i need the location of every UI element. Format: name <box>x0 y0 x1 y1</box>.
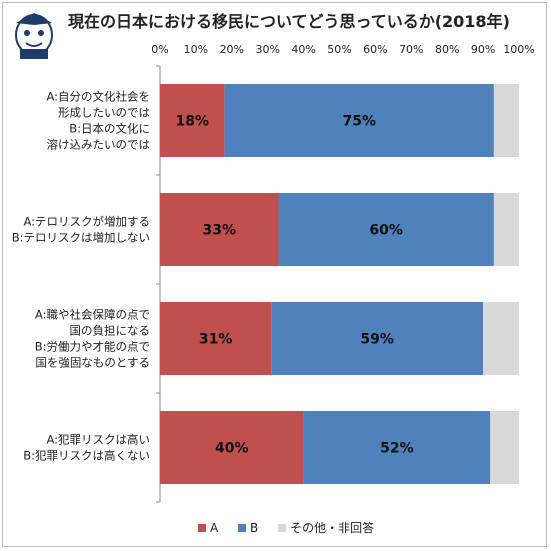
bar-segment-b <box>278 193 494 266</box>
category-label: A:テロリスクが増加する <box>23 215 150 229</box>
bar-segment-a <box>160 193 279 266</box>
chart-title: 現在の日本における移民についてどう思っているか(2018年) <box>68 12 510 31</box>
bar-segment-other <box>493 84 519 157</box>
data-label: 60% <box>369 223 403 239</box>
legend-swatch-b <box>238 523 247 532</box>
x-tick-label: 60% <box>363 43 387 56</box>
mascot-icon <box>6 5 62 65</box>
category-label: A:自分の文化社会を <box>46 90 150 104</box>
x-tick-label: 50% <box>327 43 351 56</box>
category-label: 国の負担になる <box>70 324 151 338</box>
category-label: B:犯罪リスクは高くない <box>23 449 150 463</box>
legend-item-b: B <box>238 521 258 535</box>
bar-segment-a <box>160 411 304 484</box>
legend-item-a: A <box>198 521 218 535</box>
x-tick-label: 10% <box>184 43 208 56</box>
data-label: 75% <box>342 114 376 130</box>
x-tick-label: 20% <box>220 43 244 56</box>
data-label: 40% <box>215 441 249 457</box>
category-label: B:日本の文化に <box>69 122 150 136</box>
x-tick-label: 40% <box>291 43 315 56</box>
category-label: B:労働力や才能の点で <box>35 340 150 354</box>
bar-segment-a <box>160 302 272 375</box>
category-label: 国を強固なものとする <box>35 356 150 370</box>
legend-label-other: その他・非回答 <box>290 521 375 535</box>
legend-swatch-a <box>198 523 206 532</box>
legend-swatch-other <box>278 523 287 532</box>
x-tick-label: 100% <box>503 43 534 56</box>
bar-segment-b <box>224 84 494 157</box>
x-tick-label: 80% <box>435 43 459 56</box>
bar-segment-other <box>483 302 519 375</box>
bar-segment-other <box>493 193 519 266</box>
category-label: A:犯罪リスクは高い <box>46 433 150 447</box>
bar-segment-b <box>271 302 484 375</box>
x-tick-label: 0% <box>151 43 168 56</box>
legend: A B その他・非回答 <box>198 519 390 536</box>
category-label: 溶け込みたいのでは <box>47 138 151 152</box>
data-label: 59% <box>360 332 394 348</box>
bar-segment-a <box>160 84 225 157</box>
category-label: A:職や社会保障の点で <box>35 308 150 322</box>
data-label: 52% <box>380 441 414 457</box>
bar-segment-b <box>303 411 491 484</box>
data-label: 31% <box>199 332 233 348</box>
bar-segment-other <box>490 411 519 484</box>
data-label: 18% <box>176 114 210 130</box>
legend-item-other: その他・非回答 <box>278 519 374 536</box>
x-tick-label: 70% <box>399 43 423 56</box>
data-label: 33% <box>202 223 236 239</box>
legend-label-b: B <box>250 520 259 535</box>
category-label: B:テロリスクは増加しない <box>12 231 150 245</box>
x-tick-label: 30% <box>255 43 279 56</box>
x-tick-label: 90% <box>471 43 495 56</box>
category-label: 形成したいのでは <box>58 106 150 120</box>
legend-label-a: A <box>210 520 219 535</box>
